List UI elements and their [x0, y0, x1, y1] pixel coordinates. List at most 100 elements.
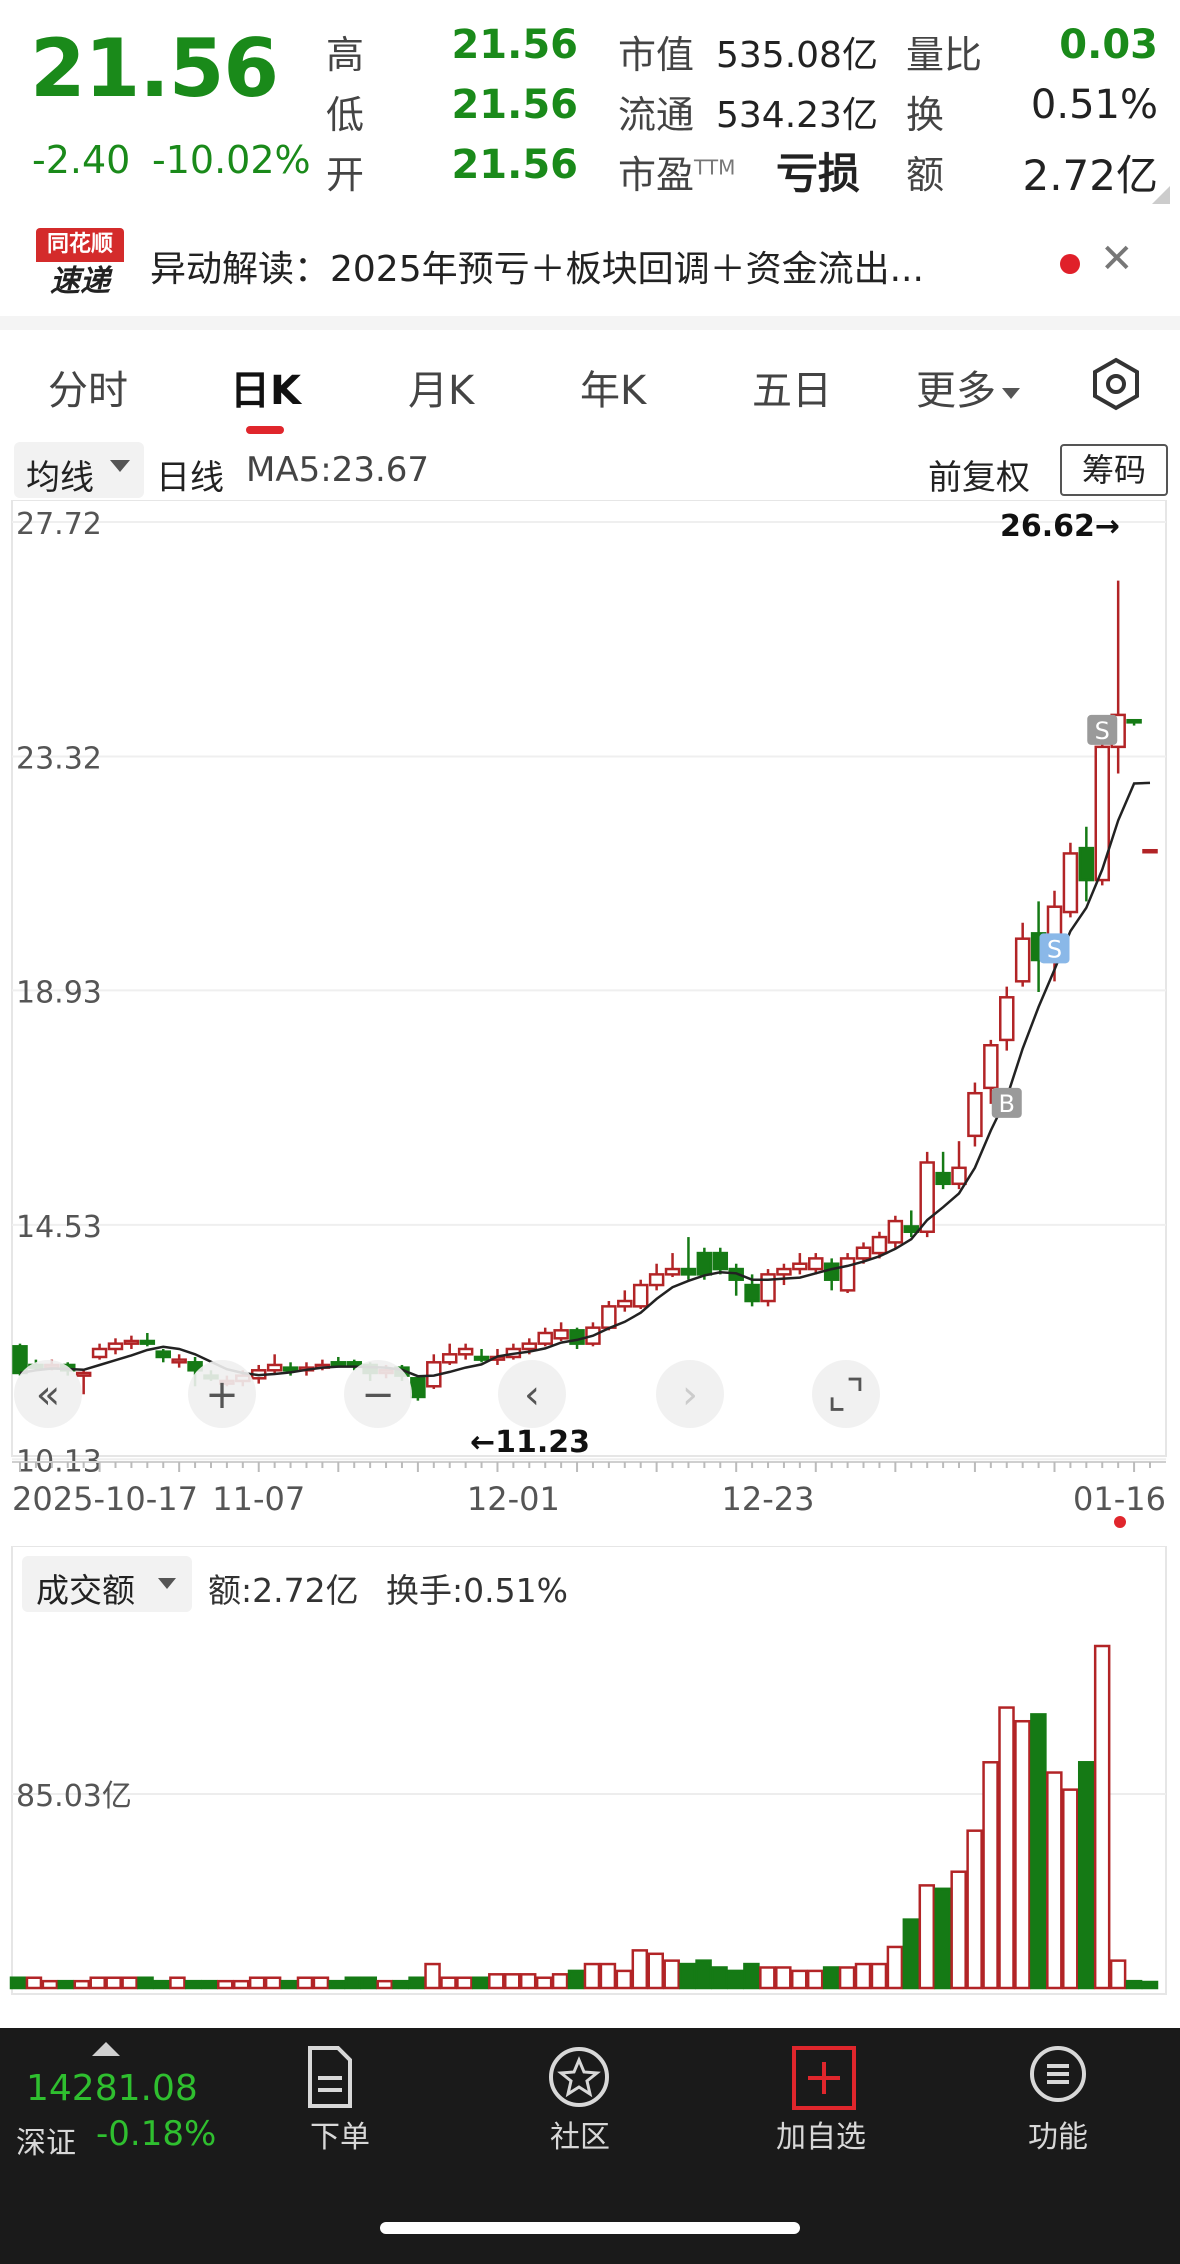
tab-more-label: 更多 [916, 368, 996, 414]
volume-bar [1030, 1713, 1047, 1990]
kline-frame [11, 500, 1167, 1457]
low-label: 低 [326, 93, 365, 137]
caret-down-icon [110, 460, 130, 472]
community-star-icon[interactable] [546, 2044, 612, 2114]
volume-bar [41, 1979, 59, 1990]
fullscreen-icon[interactable]: ⌞⌝ [827, 1372, 865, 1418]
volume-chart[interactable]: 85.03亿 [0, 1546, 1180, 2004]
next-icon[interactable]: › [682, 1372, 698, 1418]
zoom-in-icon-bg[interactable] [188, 1360, 256, 1428]
fullscreen-icon-bg[interactable] [812, 1360, 880, 1428]
nav-community[interactable]: 社区 [550, 2120, 610, 2155]
prev-icon[interactable]: ‹ [524, 1372, 540, 1418]
news-headline[interactable]: 异动解读：2025年预亏＋板块回调＋资金流出... [150, 249, 924, 290]
candle-body [330, 1361, 347, 1367]
volume-bar [1109, 1959, 1127, 1990]
k-line-type: 日线 [156, 458, 224, 498]
candle-body [664, 1267, 681, 1276]
candle-body [983, 1044, 999, 1090]
volume-bars [9, 1644, 1159, 1990]
low-value: 21.56 [451, 82, 578, 128]
volume-bar [456, 1976, 473, 1990]
amount-label: 额 [906, 153, 945, 197]
volume-bar [663, 1959, 680, 1990]
candle-body [760, 1273, 776, 1303]
tab-daily-k[interactable]: 日K [230, 368, 301, 414]
volume-bar [950, 1870, 967, 1990]
candle-body [155, 1350, 171, 1359]
volume-bar [631, 1949, 649, 1990]
volume-bar [870, 1962, 888, 1990]
next-icon-bg[interactable] [656, 1360, 724, 1428]
candle-body [776, 1267, 792, 1276]
price-change: -2.40 [32, 138, 131, 182]
candle-body [266, 1363, 283, 1372]
tab-intraday[interactable]: 分时 [48, 368, 128, 414]
y-tick-label: 14.53 [16, 1210, 102, 1245]
kline-grid [12, 521, 1166, 1461]
chips-button[interactable]: 筹码 [1060, 444, 1168, 496]
open-value: 21.56 [451, 142, 578, 188]
volume-bar [854, 1962, 872, 1990]
tab-five-day[interactable]: 五日 [752, 368, 832, 414]
candle-body [282, 1366, 299, 1372]
corner-fold-icon[interactable] [1152, 186, 1170, 204]
tab-yearly-k[interactable]: 年K [580, 368, 647, 414]
trade-marker-label: S [1095, 717, 1110, 745]
volume-bar [998, 1706, 1015, 1990]
ma5-value: MA5:23.67 [246, 450, 430, 490]
caret-down-icon [158, 1578, 176, 1589]
index-change: -0.18% [96, 2114, 217, 2154]
zoom-in-icon[interactable]: + [205, 1372, 239, 1418]
volume-bar [1046, 1771, 1063, 1990]
candle-body [537, 1331, 553, 1345]
high-label: 高 [326, 33, 365, 77]
candle-body [999, 996, 1015, 1042]
close-icon[interactable]: ✕ [1100, 236, 1134, 282]
settings-hexagon-icon[interactable] [1088, 356, 1144, 416]
prev-icon-bg[interactable] [498, 1360, 566, 1428]
menu-lines-icon[interactable] [1028, 2044, 1088, 2108]
volume-frame [11, 1546, 1167, 1995]
candle-body [855, 1246, 872, 1260]
volume-bar [966, 1829, 983, 1990]
pe-label: 市盈TTM [618, 144, 735, 199]
zoom-out-icon[interactable]: − [361, 1372, 395, 1418]
x-axis: 2025-10-17 11-07 12-01 12-23 01-16 [12, 1461, 1166, 1528]
nav-add-watchlist[interactable]: 加自选 [776, 2120, 866, 2155]
chart-controls[interactable]: « + − ‹ › ⌞⌝ [14, 1360, 880, 1428]
volume-y-label: 85.03亿 [16, 1779, 132, 1814]
zoom-out-icon-bg[interactable] [344, 1360, 412, 1428]
tab-more[interactable]: 更多 [916, 358, 1020, 416]
expand-up-icon[interactable] [92, 2042, 120, 2056]
candle-body [808, 1257, 824, 1271]
volume-indicator-select[interactable]: 成交额 [22, 1556, 192, 1612]
rewind-double-icon-bg[interactable] [14, 1360, 82, 1428]
index-value[interactable]: 14281.08 [26, 2068, 198, 2109]
volume-bar [775, 1966, 792, 1990]
volume-bar [504, 1973, 521, 1990]
volume-bar [169, 1976, 186, 1990]
volume-bar [137, 1976, 154, 1990]
adjust-toggle[interactable]: 前复权 [928, 458, 1030, 498]
nav-functions[interactable]: 功能 [1028, 2120, 1088, 2155]
candle-body [553, 1329, 569, 1340]
volume-bar [376, 1979, 393, 1990]
add-watchlist-plus-icon[interactable] [792, 2046, 856, 2110]
order-doc-icon[interactable] [298, 2044, 362, 2114]
float-label: 流通 [618, 93, 695, 137]
candle-body [712, 1251, 729, 1271]
nav-order[interactable]: 下单 [310, 2120, 370, 2155]
volume-bar [408, 1976, 425, 1990]
tab-monthly-k[interactable]: 月K [408, 368, 475, 414]
rewind-double-icon[interactable]: « [36, 1372, 60, 1418]
high-value: 21.56 [451, 22, 578, 68]
candle-body [601, 1305, 617, 1329]
volume-bar [902, 1918, 920, 1990]
volume-bar [1125, 1979, 1143, 1990]
indicator-select[interactable]: 均线 [14, 442, 144, 498]
y-tick-label: 23.32 [16, 741, 102, 776]
volume-bar [535, 1976, 553, 1990]
volume-select-label: 成交额 [36, 1571, 135, 1610]
